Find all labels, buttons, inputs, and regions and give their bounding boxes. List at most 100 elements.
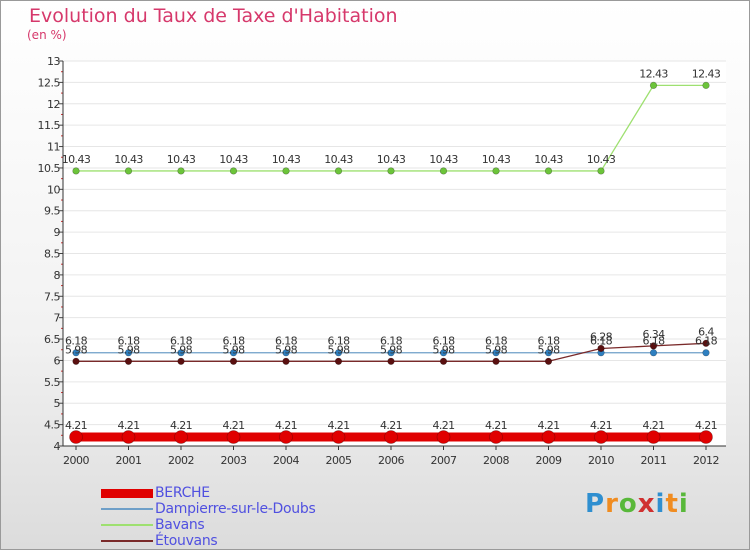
legend-item: Étouvans [101, 533, 315, 549]
y-tick-label: 5 [54, 397, 61, 410]
logo-letter: r [605, 489, 619, 519]
legend-label: BERCHE [155, 485, 210, 501]
data-point [124, 357, 133, 365]
data-point [331, 430, 346, 444]
data-label: 4.21 [432, 419, 454, 432]
data-point [699, 430, 713, 444]
data-point [387, 349, 395, 357]
data-point [439, 357, 448, 365]
data-point [279, 430, 293, 444]
data-label: 10.43 [429, 153, 458, 166]
data-point [229, 349, 238, 357]
proxiti-logo: Proxiti [585, 489, 689, 519]
data-point [229, 167, 238, 175]
data-label: 12.43 [639, 67, 668, 80]
data-label: 6.18 [432, 335, 455, 348]
data-point [544, 167, 553, 175]
data-point [702, 349, 710, 357]
data-point [646, 430, 661, 444]
chart-subtitle: (en %) [27, 28, 67, 42]
legend-item: BERCHE [101, 485, 315, 501]
logo-letter: i [655, 489, 666, 519]
data-label: 4.21 [275, 419, 297, 432]
data-point [174, 430, 188, 444]
y-tick-label: 9 [54, 226, 61, 239]
data-label: 5.98 [170, 343, 193, 356]
data-point [387, 167, 395, 175]
data-point [541, 430, 556, 444]
data-label: 4.21 [590, 419, 612, 432]
data-point [229, 357, 238, 365]
data-label: 5.98 [275, 343, 298, 356]
x-tick-label: 2006 [378, 454, 404, 467]
data-point [492, 167, 500, 175]
y-tick-label: 11.5 [38, 119, 61, 132]
data-label: 5.98 [485, 343, 508, 356]
data-label: 10.43 [324, 153, 353, 166]
y-tick-label: 12.5 [38, 76, 61, 89]
data-point [649, 342, 658, 350]
legend-swatch [101, 540, 153, 542]
x-tick-label: 2000 [63, 454, 89, 467]
data-label: 4.21 [327, 419, 349, 432]
data-point [597, 344, 605, 353]
data-label: 5.98 [537, 343, 560, 356]
data-point [597, 167, 605, 175]
x-tick-label: 2010 [588, 454, 614, 467]
y-tick-label: 8.5 [44, 248, 60, 261]
data-label: 4.21 [485, 419, 507, 432]
data-point [282, 357, 290, 365]
y-tick-label: 13 [47, 55, 60, 68]
x-tick-label: 2008 [483, 454, 509, 467]
data-label: 5.98 [380, 343, 403, 356]
data-point [702, 339, 710, 347]
logo-letter: P [585, 489, 606, 519]
data-label: 4.21 [695, 419, 717, 432]
legend: BERCHE Dampierre-sur-le-Doubs Bavans Étouva… [101, 485, 316, 549]
data-point [226, 430, 241, 444]
data-label: 5.98 [65, 343, 88, 356]
data-point [702, 81, 710, 89]
data-point [282, 349, 290, 357]
data-label: 6.4 [698, 325, 714, 338]
data-point [72, 167, 80, 175]
data-label: 10.43 [272, 153, 301, 166]
data-point [177, 357, 185, 365]
data-label: 10.43 [482, 153, 511, 166]
data-label: 5.98 [432, 343, 455, 356]
data-point [439, 349, 448, 357]
data-label: 6.18 [695, 335, 718, 348]
x-tick-label: 2003 [221, 454, 247, 467]
data-point [334, 349, 343, 357]
data-label: 4.21 [380, 419, 402, 432]
y-tick-label: 10 [47, 183, 60, 196]
data-label: 6.18 [275, 335, 298, 348]
data-label: 10.43 [114, 153, 143, 166]
data-label: 6.18 [537, 335, 560, 348]
data-label: 4.21 [642, 419, 664, 432]
data-point [436, 430, 451, 444]
data-label: 4.21 [537, 419, 559, 432]
x-tick-label: 2007 [431, 454, 457, 467]
data-point [282, 167, 290, 175]
data-label: 10.43 [167, 153, 196, 166]
data-label: 4.21 [65, 419, 87, 432]
y-tick-label: 5.5 [44, 376, 60, 389]
legend-swatch [101, 488, 153, 498]
data-point [492, 357, 500, 365]
legend-label: Bavans [155, 517, 205, 533]
data-point [544, 357, 553, 365]
data-point [594, 430, 608, 444]
legend-label: Étouvans [155, 533, 218, 549]
y-tick-label: 7 [54, 312, 61, 325]
data-label: 10.43 [219, 153, 248, 166]
y-tick-label: 7.5 [44, 290, 60, 303]
data-label: 6.28 [590, 330, 613, 343]
data-label: 6.18 [590, 335, 613, 348]
data-point [177, 167, 185, 175]
logo-letter: t [665, 489, 679, 519]
data-label: 10.43 [587, 153, 616, 166]
data-label: 4.21 [170, 419, 192, 432]
logo-letter: o [618, 489, 638, 519]
